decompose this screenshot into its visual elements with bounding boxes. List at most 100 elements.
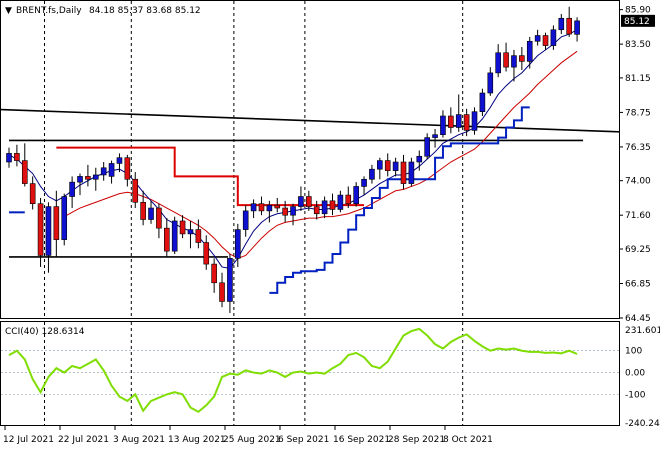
candle-body	[432, 134, 438, 138]
bull-candle	[392, 157, 399, 177]
candle-body	[211, 263, 217, 284]
bull-candle	[471, 107, 478, 135]
candle-body	[14, 153, 20, 161]
bull-candle	[45, 202, 52, 273]
candle-body	[353, 186, 359, 205]
cci-axis-label: -100	[625, 390, 646, 400]
price-tick-label: 78.75	[625, 108, 651, 118]
bull-candle	[526, 36, 533, 69]
candle-body	[116, 157, 123, 164]
bull-candle	[321, 196, 328, 219]
candle-body	[37, 203, 44, 256]
bull-candle	[455, 94, 462, 132]
bear-candle	[124, 154, 131, 187]
bull-candle	[148, 200, 154, 224]
bull-candle	[534, 29, 541, 46]
bull-candle	[171, 216, 178, 255]
candle-body	[440, 115, 446, 136]
time-tick-label: 22 Jul 2021	[58, 435, 109, 445]
cci-axis-label: 0.00	[625, 369, 645, 379]
bear-candle	[156, 203, 162, 239]
bull-candle	[424, 133, 430, 160]
bull-candle	[77, 173, 83, 196]
price-tick-label: 66.85	[625, 279, 651, 289]
bear-candle	[219, 272, 225, 308]
price-tick-label: 74.00	[625, 177, 651, 187]
candle-body	[479, 92, 486, 112]
bear-candle	[258, 196, 265, 216]
bull-candle	[187, 220, 194, 249]
time-tick-label: 25 Aug 2021	[223, 435, 281, 445]
bear-candle	[140, 190, 146, 226]
candle-body	[132, 178, 139, 203]
candle-body	[148, 207, 154, 220]
candle-body	[463, 114, 470, 131]
expand-icon[interactable]: ▼	[5, 6, 12, 16]
bear-candle	[274, 197, 281, 213]
candle-body	[313, 206, 320, 215]
bull-candle	[242, 205, 249, 237]
bear-candle	[384, 153, 391, 177]
candle-body	[77, 176, 83, 183]
cci-panel: 231.601 100 0.00 -100 -240.240	[1, 326, 660, 429]
price-tick-label: 69.25	[625, 245, 651, 255]
candle-body	[203, 242, 210, 265]
cci-axis-label: 100	[625, 347, 642, 357]
candle-body	[290, 206, 296, 216]
candle-body	[400, 161, 407, 184]
bull-candle	[416, 150, 423, 171]
candle-body	[266, 204, 273, 212]
candle-body	[511, 55, 517, 68]
last-price-box	[621, 14, 655, 27]
candle-body	[337, 194, 344, 210]
candle-body	[448, 115, 454, 128]
time-axis: 12 Jul 2021 22 Jul 2021 3 Aug 2021 13 Aug 2…	[3, 426, 493, 445]
candle-body	[471, 111, 478, 131]
candle-body	[140, 201, 146, 220]
bear-candle	[37, 197, 44, 267]
bull-candle	[69, 176, 75, 209]
candle-body	[92, 174, 99, 180]
bull-candle	[432, 128, 438, 148]
bear-candle	[313, 200, 320, 220]
bull-candle	[235, 223, 241, 267]
price-tick-label: 76.35	[625, 143, 651, 153]
ohlc-readout: 84.18 85.37 83.68 85.12	[89, 6, 201, 16]
time-tick-label: 6 Sep 2021	[278, 435, 329, 445]
cci-axis-label: -240.240	[625, 419, 660, 429]
last-price-label: 85.12	[624, 17, 650, 27]
vertical-separators	[44, 1, 464, 425]
bull-candle	[290, 203, 296, 226]
symbol-label: BRENT.fs,Daily	[16, 6, 82, 16]
bear-candle	[282, 200, 288, 223]
cci-label: CCI(40) 128.6314	[5, 327, 85, 337]
candle-body	[369, 168, 375, 180]
bull-candle	[108, 160, 115, 184]
candle-body	[503, 52, 509, 68]
candle-body	[179, 220, 186, 235]
candle-body	[124, 157, 131, 180]
candle-body	[100, 167, 107, 176]
bear-candle	[53, 190, 60, 257]
bull-candle	[408, 157, 415, 187]
bear-candle	[179, 215, 186, 239]
time-tick-label: 8 Oct 2021	[443, 435, 493, 445]
horizontal-lines	[0, 108, 620, 258]
bear-candle	[345, 186, 352, 209]
candle-body	[329, 200, 336, 210]
bull-candle	[61, 193, 68, 246]
candle-body	[195, 229, 202, 243]
bull-candle	[250, 199, 257, 219]
candle-body	[306, 196, 312, 207]
price-axis: 85.90 83.50 81.15 78.75 76.35 74.00 71.60 69.25…	[619, 6, 655, 324]
candle-body	[85, 176, 91, 180]
candle-body	[21, 160, 28, 184]
bear-candle	[195, 219, 202, 249]
candle-body	[519, 55, 525, 62]
price-tick-label: 83.50	[625, 40, 651, 50]
candle-body	[361, 178, 367, 187]
candle-body	[235, 229, 241, 259]
candlesticks	[6, 6, 580, 313]
candle-body	[187, 229, 194, 235]
